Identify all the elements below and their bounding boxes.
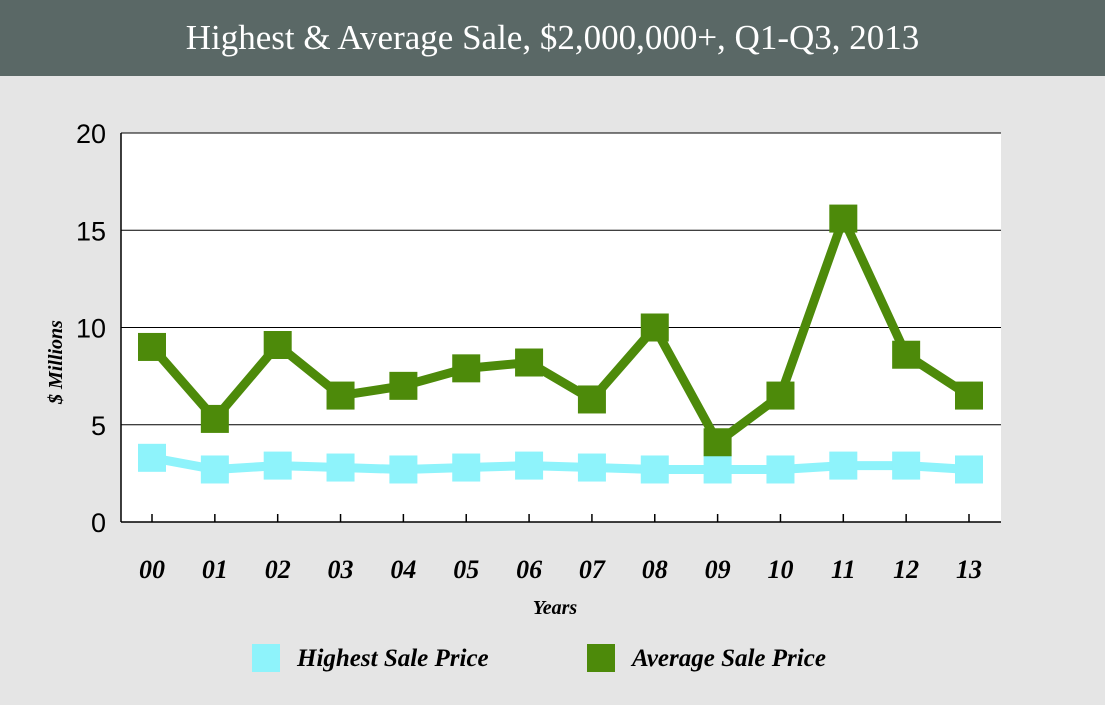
y-tick-label: 15	[76, 216, 106, 246]
data-point	[955, 455, 983, 484]
y-axis-ticks: 0 5 10 15 20	[76, 119, 106, 538]
y-tick-label: 0	[91, 508, 106, 538]
data-point	[326, 453, 355, 482]
data-point	[703, 455, 732, 484]
data-point	[640, 455, 669, 484]
data-point	[515, 451, 544, 480]
data-point	[263, 331, 292, 360]
x-tick-label: 12	[893, 555, 919, 584]
legend-label: Highest Sale Price	[296, 645, 489, 672]
x-tick-label: 13	[956, 555, 982, 584]
data-point	[389, 371, 418, 400]
x-tick-label: 07	[579, 555, 606, 584]
data-point	[892, 340, 921, 369]
data-point	[892, 451, 921, 480]
series-average-sale-price	[138, 204, 983, 457]
chart-title: Highest & Average Sale, $2,000,000+, Q1-…	[0, 0, 1105, 76]
data-point	[577, 385, 606, 414]
data-point	[389, 455, 418, 484]
data-point	[955, 381, 983, 410]
legend: Highest Sale Price Average Sale Price	[252, 644, 826, 672]
x-tick-label: 03	[328, 555, 354, 584]
x-tick-label: 05	[453, 555, 479, 584]
data-point	[326, 381, 355, 410]
x-tick-label: 02	[265, 555, 291, 584]
y-tick-label: 10	[76, 314, 106, 344]
series-layer	[138, 204, 983, 484]
data-point	[200, 404, 229, 433]
data-point	[138, 443, 166, 472]
legend-label: Average Sale Price	[630, 645, 826, 672]
x-tick-label: 11	[831, 555, 856, 584]
data-point	[263, 451, 292, 480]
data-point	[766, 381, 795, 410]
data-point	[640, 313, 669, 342]
data-point	[452, 354, 481, 383]
x-tick-label: 06	[516, 555, 542, 584]
series-highest-sale-price	[138, 443, 983, 484]
data-point	[138, 332, 166, 361]
y-axis-title: $ Millions	[45, 320, 67, 405]
y-tick-label: 5	[91, 411, 106, 441]
data-point	[829, 204, 858, 233]
x-tick-label: 01	[202, 555, 228, 584]
x-axis-ticks: 00 01 02 03 04 05 06 07 08 09 10 11 12 13	[139, 514, 982, 584]
x-tick-label: 04	[390, 555, 416, 584]
data-point	[577, 453, 606, 482]
x-tick-label: 00	[139, 555, 165, 584]
data-point	[452, 453, 481, 482]
data-point	[515, 348, 544, 377]
y-tick-label: 20	[76, 119, 106, 149]
data-point	[703, 428, 732, 457]
data-point	[200, 455, 229, 484]
legend-swatch	[587, 644, 615, 672]
legend-swatch	[252, 644, 280, 672]
data-point	[766, 455, 795, 484]
x-tick-label: 08	[642, 555, 668, 584]
x-tick-label: 09	[705, 555, 731, 584]
x-tick-label: 10	[767, 555, 793, 584]
data-point	[829, 451, 858, 480]
x-axis-title: Years	[533, 597, 578, 619]
